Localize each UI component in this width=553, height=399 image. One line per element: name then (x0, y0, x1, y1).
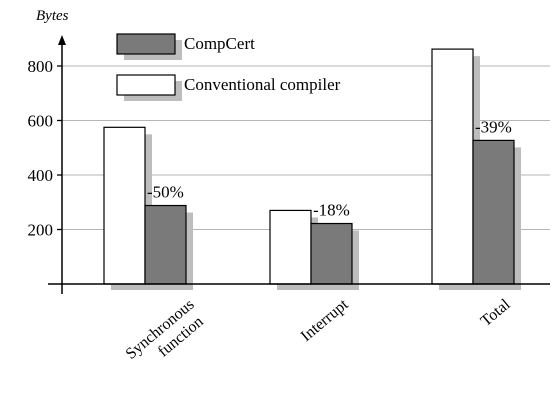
bar-conventional (103, 126, 146, 285)
legend-swatch (116, 33, 176, 55)
data-label: -50% (147, 183, 184, 202)
x-category-label: Total (478, 296, 514, 330)
bar-conventional (431, 48, 474, 285)
x-category-label: Interrupt (298, 296, 352, 345)
category-label-line: Total (478, 296, 514, 330)
bar-conventional (269, 209, 312, 285)
category-label-line: Interrupt (298, 296, 352, 345)
legend: CompCert Conventional compiler (116, 33, 341, 101)
x-category-label: Synchronousfunction (123, 296, 210, 377)
bar-compcert (144, 204, 187, 285)
y-tick-label: 800 (28, 57, 54, 76)
y-tick-label: 200 (28, 221, 54, 240)
y-axis-arrow (58, 35, 66, 45)
data-label: -39% (475, 117, 512, 136)
bar-layer: -50% -18% -39% (103, 48, 521, 291)
bar-compcert (310, 222, 353, 285)
legend-swatch (116, 74, 176, 96)
y-axis-label: Bytes (36, 8, 69, 24)
y-tick-label: 600 (28, 112, 54, 131)
y-tick-label: 400 (28, 166, 54, 185)
bar-compcert (472, 139, 515, 285)
legend-item-compcert: CompCert (184, 34, 255, 53)
legend-item-conventional: Conventional compiler (184, 75, 341, 94)
data-label: -18% (313, 201, 350, 220)
